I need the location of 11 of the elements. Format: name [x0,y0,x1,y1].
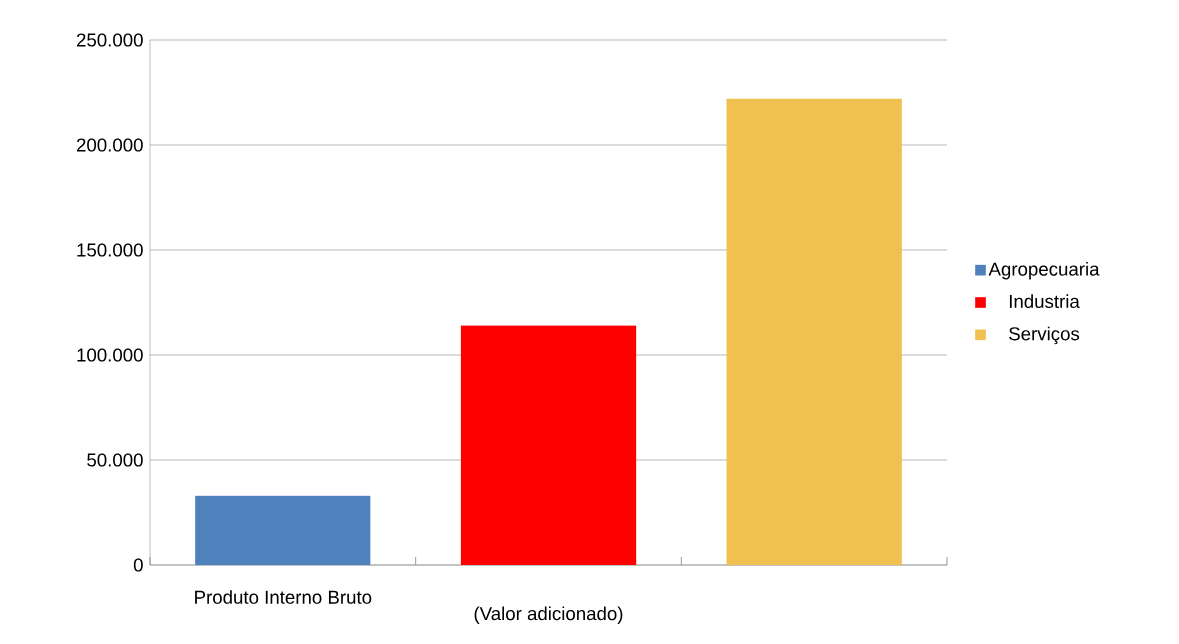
legend-label: Industria [1009,294,1080,309]
y-tick-label: 200.000 [76,138,143,152]
y-tick-label: 100.000 [77,348,143,362]
legend-label: Agropecuaria [988,262,1100,280]
y-tick-label: 150.000 [77,243,143,257]
x-tick-label: Produto Interno Bruto [195,590,372,604]
x-tick-label: (Valor adicionado) [474,606,623,624]
y-tick-label: 250.000 [76,33,143,47]
legend-label: Serviços [1009,326,1080,345]
y-tick-label: 0 [133,558,143,572]
y-tick-label: 50.000 [87,453,143,467]
